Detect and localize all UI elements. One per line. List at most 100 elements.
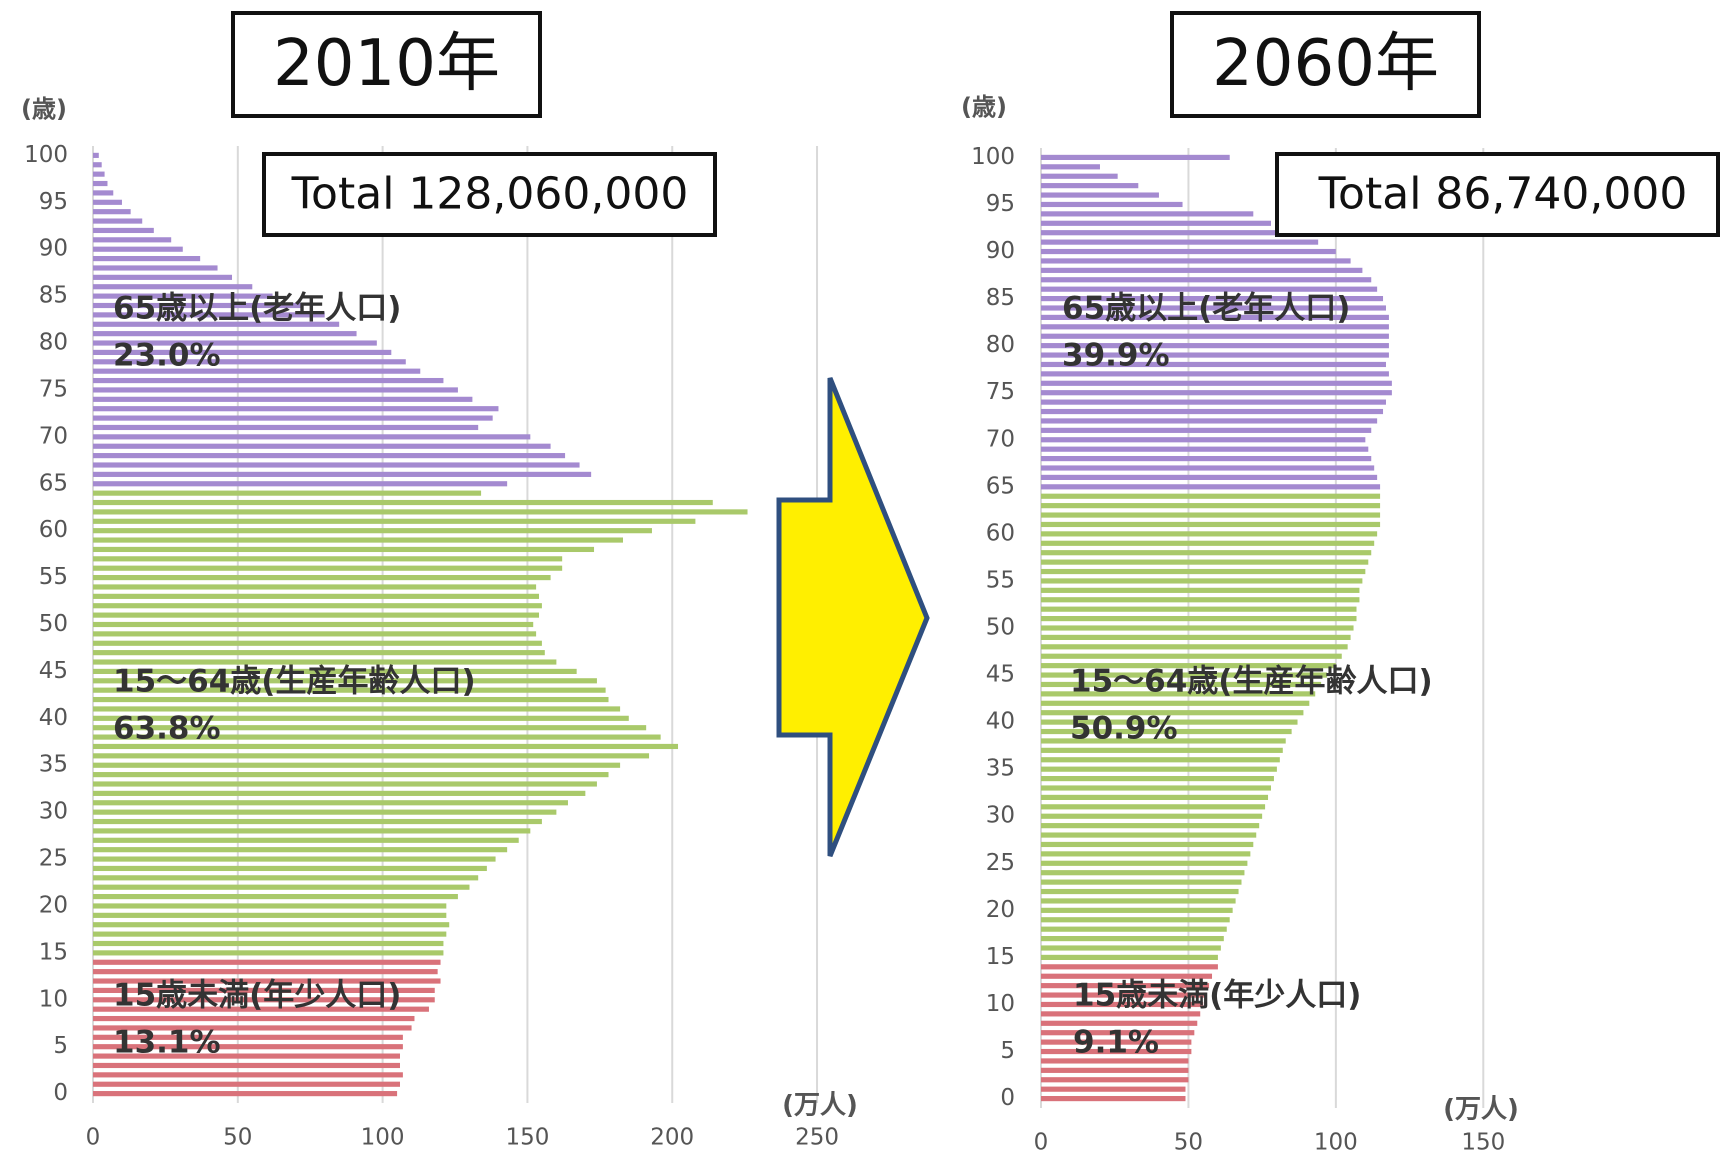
bar: [1041, 804, 1266, 810]
bar: [1041, 352, 1389, 358]
bar: [1041, 1077, 1189, 1083]
total-box: [262, 152, 717, 237]
bar: [93, 1072, 403, 1078]
y-tick-label: 35: [39, 752, 68, 778]
bar: [93, 640, 542, 646]
bar: [1041, 154, 1230, 160]
y-tick-label: 15: [39, 939, 68, 965]
bar: [1041, 776, 1274, 782]
bar: [93, 518, 696, 524]
bar: [1041, 851, 1251, 857]
bar: [1041, 248, 1336, 255]
bar: [1041, 898, 1236, 904]
bar: [1041, 343, 1389, 349]
bar: [1041, 474, 1378, 480]
bar: [93, 218, 143, 224]
y-axis-label: (歳): [21, 95, 67, 123]
total-label: Total 86,740,000: [1318, 169, 1688, 220]
y-tick-label: 55: [39, 564, 68, 590]
bar: [93, 1015, 415, 1022]
y-tick-label: 30: [39, 799, 68, 825]
bar: [1041, 437, 1366, 443]
series-label: 15歳未満(年少人口): [1073, 978, 1361, 1014]
bar: [93, 734, 661, 740]
bar: [1041, 1030, 1195, 1036]
bar: [1041, 663, 1336, 669]
bar: [93, 256, 201, 262]
bar: [1041, 738, 1286, 744]
bar: [1041, 653, 1342, 659]
bar: [1041, 380, 1392, 386]
bar: [93, 209, 131, 215]
bar: [1041, 305, 1386, 311]
x-tick-label: 200: [650, 1125, 694, 1151]
bar: [1041, 917, 1230, 923]
bar: [93, 462, 580, 468]
bar: [93, 753, 650, 759]
series-label: 15〜64歳(生産年齢人口): [113, 664, 476, 700]
y-tick-label: 10: [39, 986, 68, 1012]
bar: [1041, 220, 1271, 226]
y-tick-label: 45: [986, 662, 1015, 688]
bar: [93, 387, 458, 393]
bar: [1041, 550, 1372, 556]
y-tick-label: 10: [986, 991, 1015, 1017]
total-box: [1275, 152, 1720, 237]
bar: [1041, 644, 1348, 650]
bar: [93, 575, 551, 581]
bar: [93, 424, 479, 431]
bar: [1041, 625, 1354, 631]
bar: [1041, 945, 1221, 951]
y-tick-label: 5: [1000, 1038, 1015, 1064]
bar: [1041, 879, 1242, 885]
bar: [93, 302, 302, 309]
bar: [93, 894, 458, 900]
bar: [1041, 173, 1118, 179]
bar: [1041, 559, 1369, 565]
bar: [1041, 512, 1381, 518]
series-share: 13.1%: [113, 1025, 221, 1061]
bar: [1041, 418, 1378, 424]
bar: [93, 603, 542, 609]
bar: [1041, 192, 1159, 198]
bar: [1041, 277, 1372, 283]
bar: [1041, 408, 1384, 415]
bar: [93, 1091, 398, 1097]
y-tick-label: 80: [39, 330, 68, 356]
y-tick-label: 0: [1000, 1085, 1015, 1111]
y-tick-label: 45: [39, 658, 68, 684]
bar: [93, 959, 441, 965]
bar: [93, 237, 172, 243]
bar: [1041, 324, 1389, 330]
y-tick-label: 80: [986, 332, 1015, 358]
bar: [1041, 1001, 1204, 1008]
bar: [1041, 230, 1295, 236]
y-tick-label: 60: [39, 517, 68, 543]
bar: [93, 471, 592, 477]
bar: [93, 377, 444, 384]
y-tick-label: 30: [986, 803, 1015, 829]
bar: [93, 349, 392, 355]
bar: [1041, 719, 1298, 725]
bar: [93, 687, 606, 693]
bar: [93, 659, 557, 665]
bar: [93, 828, 531, 834]
bar: [1041, 258, 1351, 264]
bar: [93, 434, 531, 440]
y-tick-label: 15: [986, 944, 1015, 970]
bar: [93, 1081, 400, 1087]
total-label: Total 128,060,000: [291, 169, 689, 220]
y-tick-label: 75: [986, 379, 1015, 405]
bar: [93, 931, 447, 937]
y-tick-label: 5: [53, 1033, 68, 1059]
bar: [1041, 267, 1363, 273]
bar: [1041, 540, 1375, 546]
x-axis-label: (万人): [782, 1091, 858, 1121]
x-tick-label: 150: [505, 1125, 549, 1151]
bar: [93, 865, 487, 872]
bar: [93, 556, 563, 562]
bar: [93, 396, 473, 402]
bar: [93, 912, 447, 918]
bar: [93, 743, 679, 750]
bar: [1041, 700, 1310, 706]
